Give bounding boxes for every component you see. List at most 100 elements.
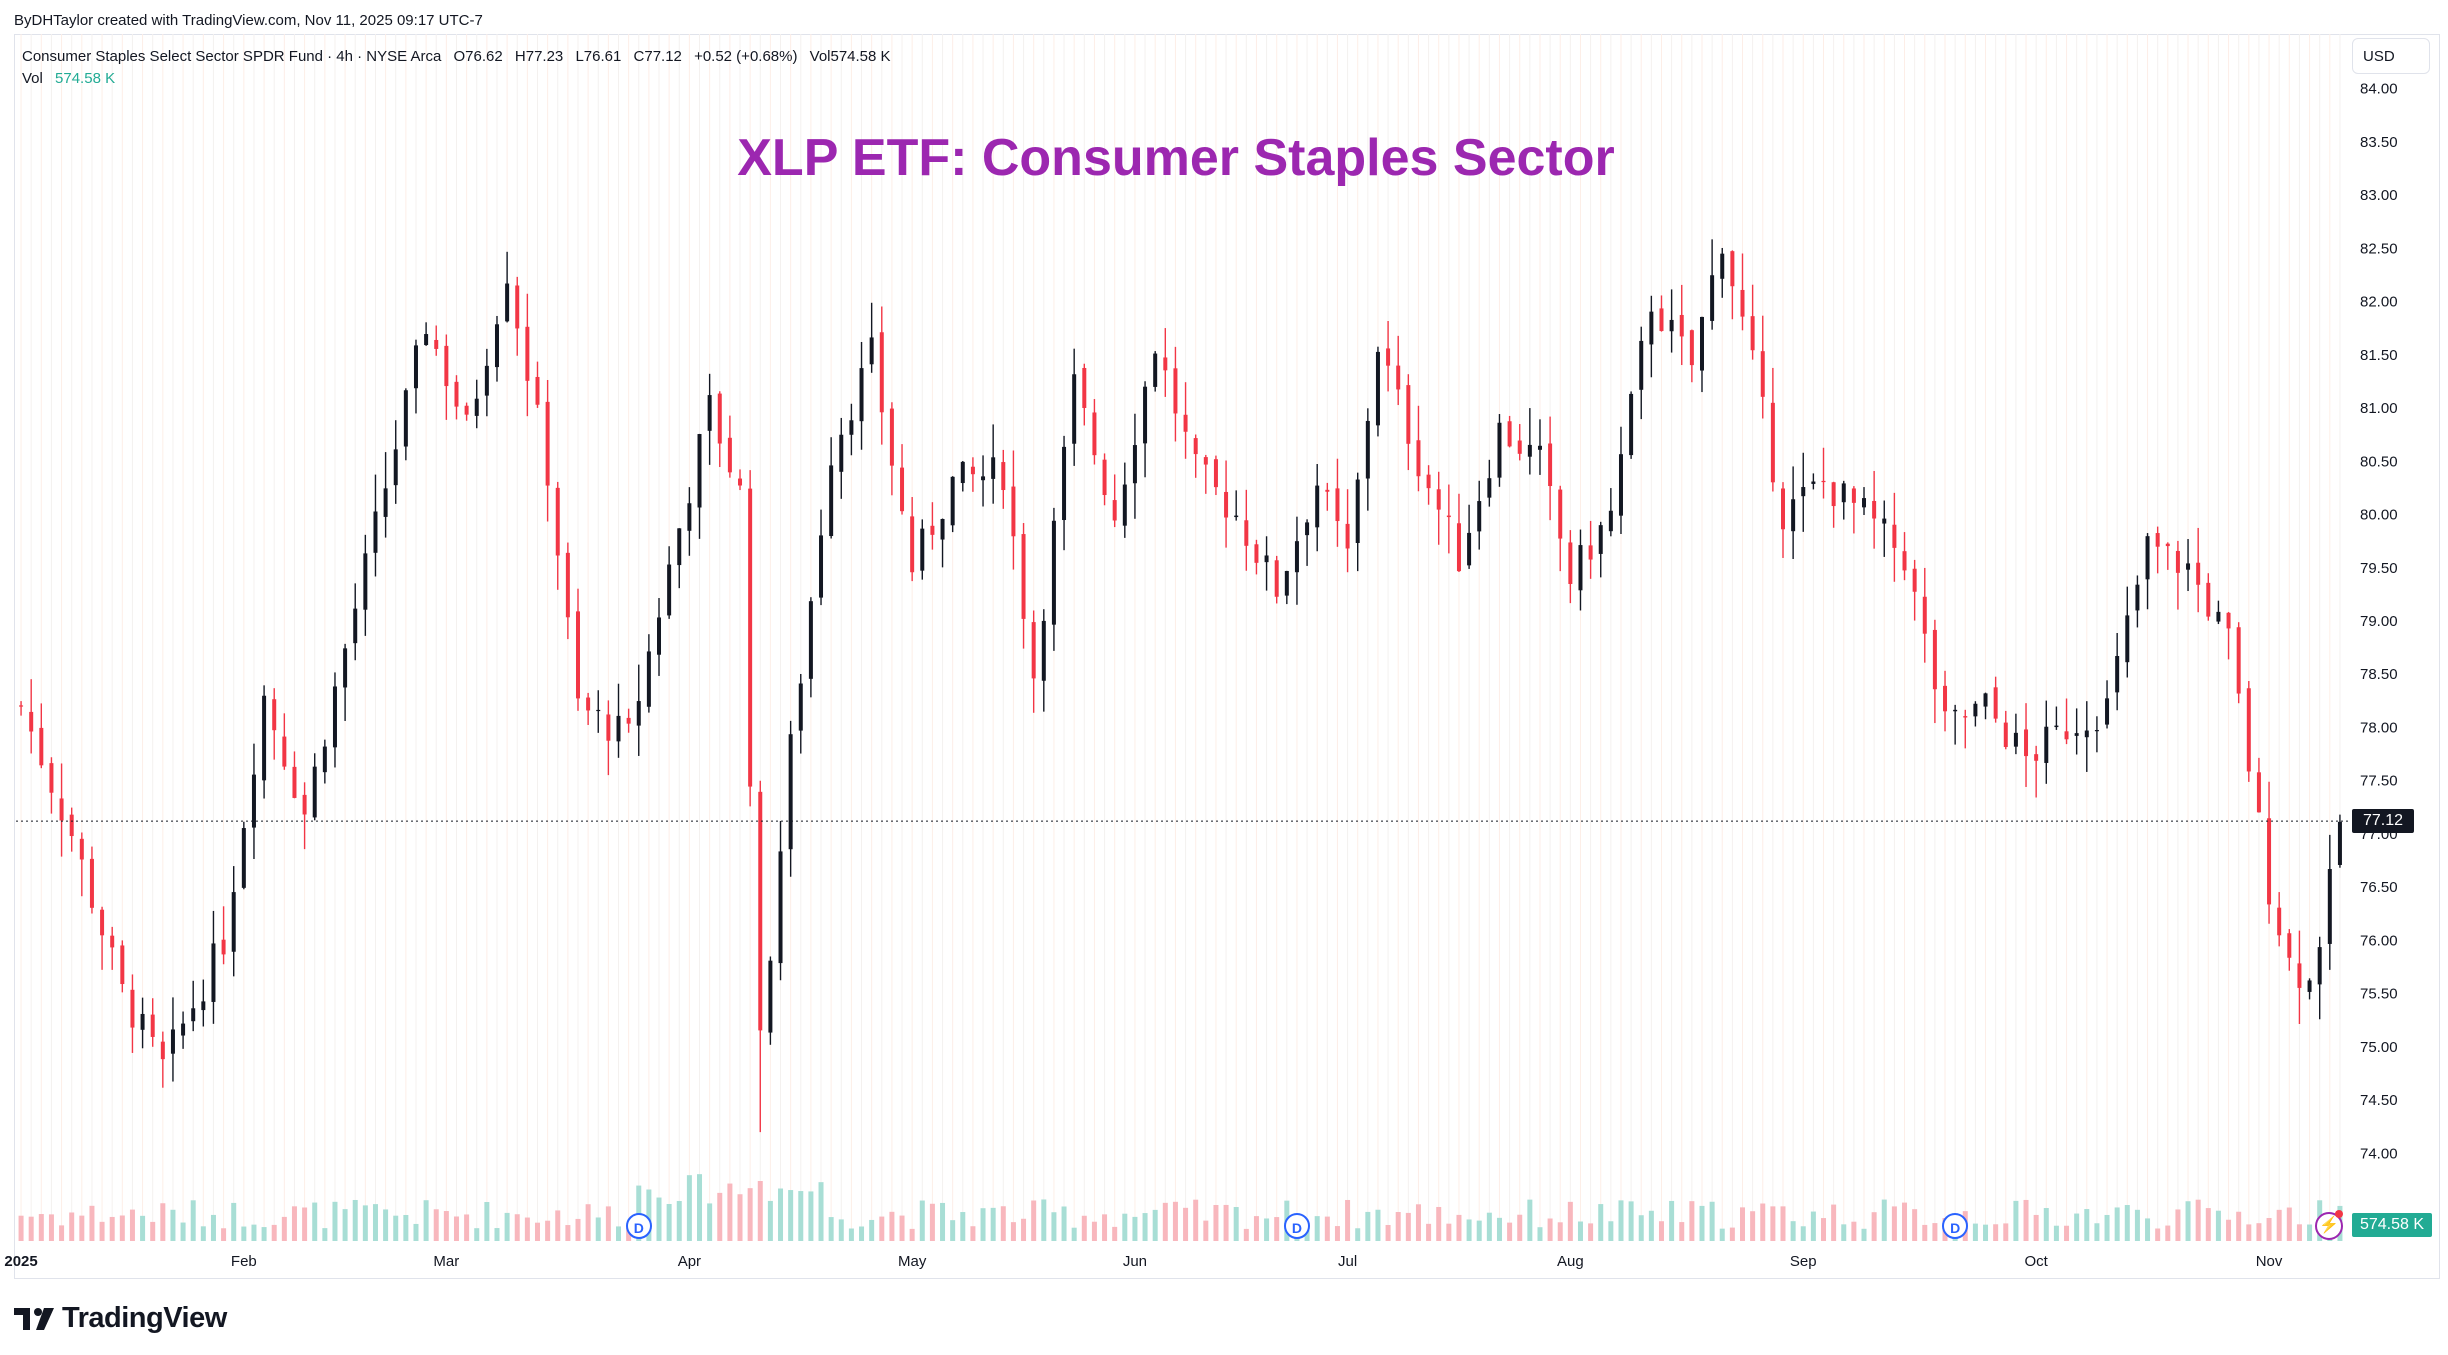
candle-body <box>869 337 874 365</box>
candle-body <box>717 393 722 444</box>
candle-body <box>1932 629 1937 690</box>
candle-body <box>1639 340 1644 390</box>
volume-bar <box>1122 1213 1128 1241</box>
candle-body <box>383 488 388 517</box>
volume-bar <box>1821 1218 1827 1241</box>
volume-bar <box>241 1226 247 1241</box>
volume-bar <box>2003 1223 2009 1241</box>
volume-bar <box>646 1189 652 1241</box>
candle-body <box>29 711 34 732</box>
candle-body <box>1882 518 1887 524</box>
candle-body <box>89 858 94 908</box>
volume-bar <box>2246 1224 2252 1241</box>
time-axis-tick: 2025 <box>4 1253 37 1270</box>
volume-bar <box>2043 1208 2049 1241</box>
candle-body <box>1051 520 1056 625</box>
volume-bar <box>1152 1209 1158 1241</box>
volume-bar <box>89 1205 95 1241</box>
candle-body <box>201 1001 206 1011</box>
candle-body <box>494 324 499 368</box>
candle-body <box>2277 907 2282 936</box>
volume-bar <box>1203 1220 1209 1241</box>
volume-bar <box>1567 1201 1573 1241</box>
candle-body <box>1406 385 1411 444</box>
candle-body <box>2003 722 2008 748</box>
candle-body <box>332 686 337 748</box>
volume-bar <box>2205 1208 2211 1241</box>
candle-body <box>950 476 955 526</box>
volume-bar <box>383 1209 389 1241</box>
volume-bar <box>1334 1226 1340 1241</box>
candle-body <box>322 746 327 773</box>
volume-bar <box>1385 1224 1391 1241</box>
candle-body <box>231 892 236 952</box>
volume-bar <box>231 1202 237 1241</box>
volume-bar <box>1365 1211 1371 1241</box>
candle-body <box>1092 412 1097 456</box>
volume-bar <box>1496 1217 1502 1241</box>
candle-body <box>1062 446 1067 521</box>
candle-body <box>1710 275 1715 321</box>
volume-bar <box>555 1210 561 1241</box>
price-axis-tick: 74.00 <box>2360 1145 2398 1162</box>
volume-bar <box>352 1199 358 1241</box>
volume-bar <box>2256 1223 2262 1241</box>
price-axis-tick: 79.00 <box>2360 613 2398 630</box>
candle-body <box>373 511 378 553</box>
candle-body <box>1740 289 1745 317</box>
candle-body <box>170 1029 175 1054</box>
volume-bar <box>119 1215 125 1241</box>
candle-body <box>1588 545 1593 560</box>
candle-body <box>768 960 773 1033</box>
candle-body <box>889 408 894 466</box>
volume-bar <box>970 1226 976 1241</box>
time-axis-tick: Nov <box>2256 1253 2283 1270</box>
candle-body <box>1284 570 1289 596</box>
candle-body <box>1629 393 1634 456</box>
legend-open: O76.62 <box>453 48 503 65</box>
time-axis-tick: Oct <box>2024 1253 2048 1270</box>
candle-body <box>596 709 601 712</box>
time-axis: 2025 Feb Mar Apr May Jun Jul Aug Sep Oct Nov <box>4 1253 2283 1270</box>
volume-bar <box>423 1200 429 1241</box>
volume-bar <box>980 1208 986 1241</box>
dividend-marker[interactable]: D <box>625 1213 652 1239</box>
volume-bar <box>1142 1213 1148 1241</box>
volume-bar <box>545 1220 551 1241</box>
time-axis-tick: Apr <box>678 1253 701 1270</box>
legend-row-volume: Vol 574.58 K <box>22 68 899 90</box>
volume-bar <box>1081 1215 1087 1241</box>
candle-body <box>2267 818 2272 905</box>
volume-bar <box>2215 1210 2221 1241</box>
volume-bar <box>1699 1205 1705 1241</box>
candle-body <box>444 345 449 387</box>
volume-bar <box>929 1203 935 1241</box>
price-candles <box>19 239 2342 1133</box>
candle-body <box>505 283 510 322</box>
dividend-marker[interactable]: D <box>1942 1213 1969 1239</box>
volume-bar <box>1790 1221 1796 1241</box>
candle-body <box>262 695 267 781</box>
candlestick-chart[interactable]: 74.0074.5075.0075.5076.0076.5077.0077.50… <box>0 0 2448 1290</box>
candle-body <box>1143 386 1148 444</box>
candle-body <box>403 390 408 447</box>
volume-bar <box>1415 1204 1421 1241</box>
candle-body <box>1224 491 1229 518</box>
dividend-marker[interactable]: D <box>1283 1213 1310 1239</box>
price-axis-tick: 82.00 <box>2360 294 2398 311</box>
chart-attribution: ByDHTaylor created with TradingView.com,… <box>14 12 483 29</box>
volume-bar <box>686 1175 692 1241</box>
currency-selector[interactable]: USD <box>2352 38 2430 74</box>
volume-bar <box>1841 1224 1847 1241</box>
candle-body <box>1183 414 1188 432</box>
tradingview-logo[interactable]: TradingView <box>14 1302 227 1335</box>
volume-bar <box>2165 1225 2171 1241</box>
volume-bar <box>433 1209 439 1241</box>
volume-bar <box>129 1209 135 1241</box>
volume-bar <box>707 1203 713 1241</box>
volume-bar <box>494 1228 500 1241</box>
volume-bar <box>1993 1224 1999 1241</box>
candle-body <box>1365 420 1370 479</box>
candle-body <box>2024 729 2029 757</box>
volume-bar <box>1314 1216 1320 1241</box>
